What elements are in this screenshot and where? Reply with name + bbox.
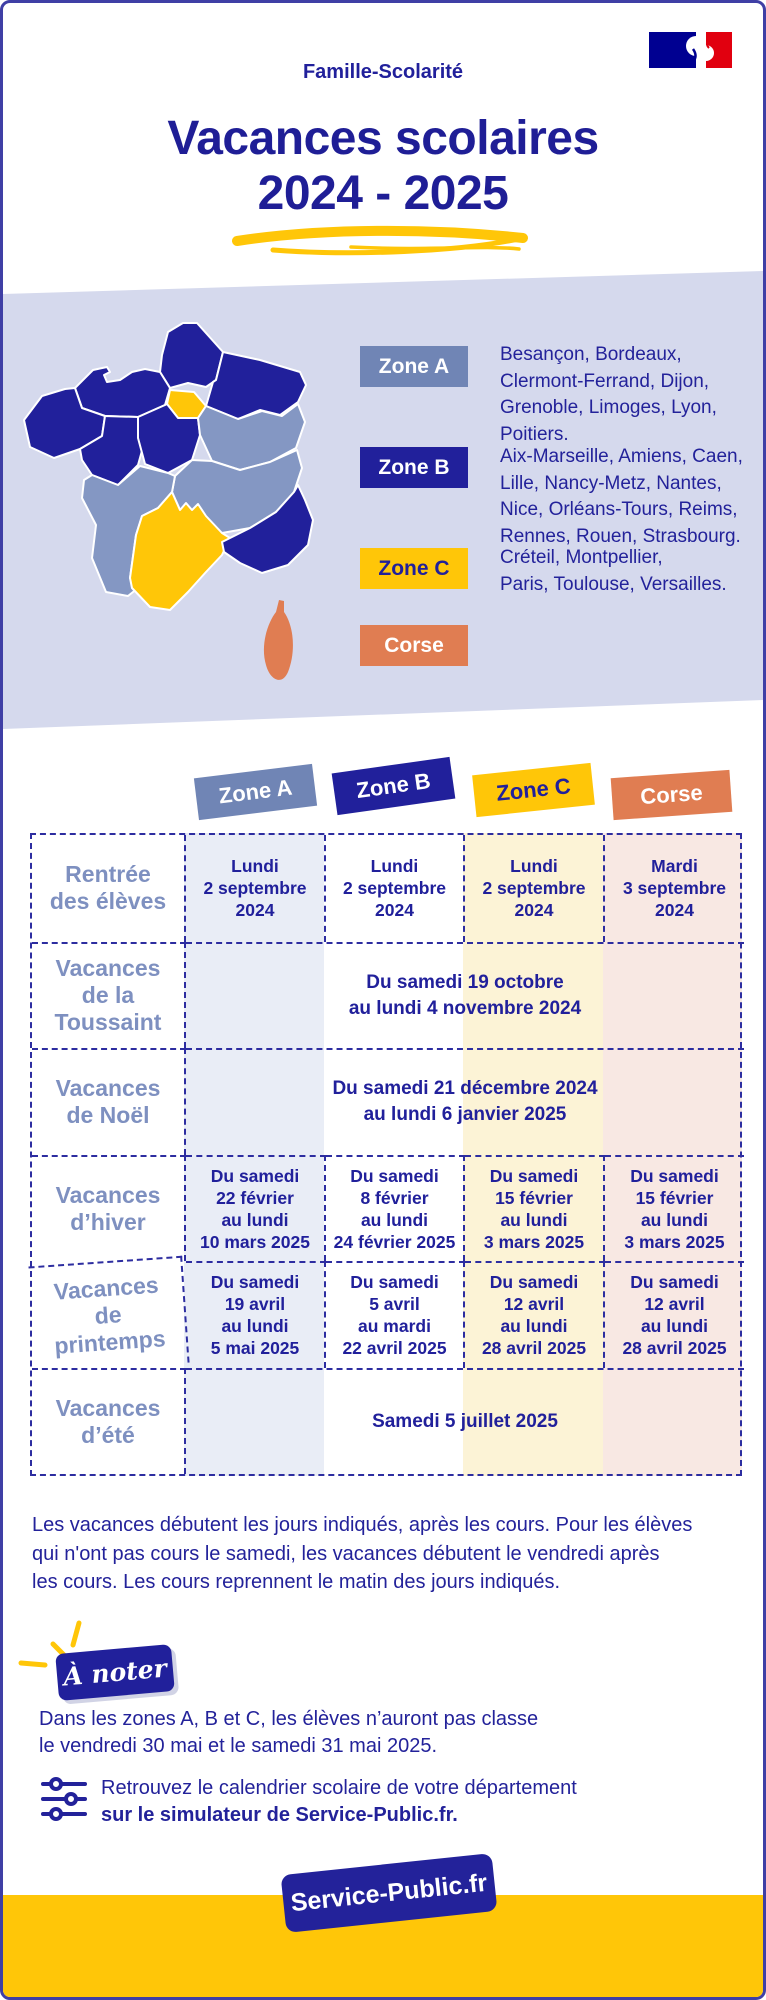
- legend-zone-b-label: Zone B: [378, 456, 450, 479]
- cell-printemps-zone-c: Du samedi 12 avril au lundi 28 avril 202…: [465, 1261, 605, 1368]
- cell-rentree-zone-c: Lundi 2 septembre 2024: [465, 835, 605, 942]
- cell-ete-all-zones: Samedi 5 juillet 2025: [186, 1367, 744, 1475]
- calendar-header-zone-a: Zone A: [193, 763, 318, 821]
- map-region-hauts-de-france: [159, 322, 224, 389]
- calendar-header-corse-label: Corse: [639, 779, 704, 810]
- page-title-line1: Vacances scolaires: [167, 112, 599, 165]
- a-noter-badge: À noter: [55, 1644, 175, 1701]
- calendar-header-zone-b: Zone B: [331, 756, 456, 816]
- brand-title: Famille-Scolarité: [302, 61, 464, 83]
- calendar-header-zone-a-label: Zone A: [217, 774, 294, 809]
- row-label-rentree: Rentrée des élèves: [32, 835, 186, 942]
- cell-rentree-zone-b: Lundi 2 septembre 2024: [326, 835, 465, 942]
- row-label-printemps: Vacances de printemps: [28, 1255, 190, 1373]
- calendar-header-zone-c-label: Zone C: [495, 773, 572, 806]
- row-label-noel: Vacances de Noël: [32, 1048, 186, 1155]
- cell-printemps-zone-a: Du samedi 19 avril au lundi 5 mai 2025: [186, 1261, 326, 1368]
- simulator-link[interactable]: sur le simulateur de Service-Public.fr.: [101, 1804, 458, 1826]
- cell-printemps-zone-b: Du samedi 5 avril au mardi 22 avril 2025: [326, 1261, 465, 1368]
- page-title: Vacances scolaires 2024 - 2025: [3, 111, 763, 221]
- calendar-grid: Rentrée des élèves Lundi 2 septembre 202…: [28, 833, 744, 1476]
- legend-zone-a-cities: Besançon, Bordeaux, Clermont-Ferrand, Di…: [500, 344, 717, 445]
- legend-zone-c-cities: Créteil, Montpellier, Paris, Toulouse, V…: [500, 547, 727, 595]
- cell-printemps-corse: Du samedi 12 avril au lundi 28 avril 202…: [605, 1261, 744, 1368]
- calendar-header-zone-c: Zone C: [472, 762, 595, 818]
- a-noter-label: À noter: [62, 1653, 168, 1692]
- legend-zone-a-label: Zone A: [378, 355, 450, 378]
- map-section: Zone A Besançon, Bordeaux, Clermont-Ferr…: [3, 271, 763, 729]
- cell-hiver-corse: Du samedi 15 février au lundi 3 mars 202…: [605, 1154, 744, 1262]
- no-class-note: Dans les zones A, B et C, les élèves n’a…: [39, 1708, 539, 1757]
- legend-zone-c-label: Zone C: [378, 557, 450, 580]
- simulator-note-line1: Retrouvez le calendrier scolaire de votr…: [101, 1777, 577, 1799]
- simulator-note: Retrouvez le calendrier scolaire de votr…: [41, 1775, 577, 1829]
- legend-zone-b-cities: Aix-Marseille, Amiens, Caen, Lille, Nanc…: [500, 446, 743, 547]
- row-label-ete: Vacances d’été: [32, 1367, 186, 1474]
- page-title-line2: 2024 - 2025: [257, 167, 509, 220]
- legend-corse-label: Corse: [384, 634, 444, 657]
- underline-swoosh-icon: [232, 225, 528, 256]
- cell-hiver-zone-b: Du samedi 8 février au lundi 24 février …: [326, 1154, 465, 1261]
- calendar-header-corse: Corse: [610, 769, 733, 821]
- row-label-toussaint: Vacances de la Toussaint: [32, 941, 186, 1048]
- marianne-flag-icon: [649, 32, 732, 68]
- calendar-header-zone-b-label: Zone B: [354, 767, 433, 804]
- row-label-hiver: Vacances d’hiver: [32, 1154, 186, 1261]
- vacation-rules-note: Les vacances débutent les jours indiqués…: [32, 1514, 693, 1593]
- service-public-label: Service-Public.fr: [289, 1868, 489, 1917]
- legend-zone-b-badge: Zone B: [360, 447, 468, 488]
- cell-toussaint-all-zones: Du samedi 19 octobre au lundi 4 novembre…: [186, 941, 744, 1049]
- cell-rentree-zone-a: Lundi 2 septembre 2024: [186, 835, 326, 942]
- calendar-table: Rentrée des élèves Lundi 2 septembre 202…: [28, 833, 744, 1476]
- cell-hiver-zone-a: Du samedi 22 février au lundi 10 mars 20…: [186, 1154, 326, 1261]
- map-region-occitanie: [129, 491, 231, 611]
- cell-rentree-corse: Mardi 3 septembre 2024: [622, 856, 727, 921]
- legend-corse-badge: Corse: [360, 625, 468, 666]
- cell-hiver-zone-c: Du samedi 15 février au lundi 3 mars 202…: [465, 1154, 605, 1261]
- map-region-corse: [263, 600, 293, 680]
- cell-noel-all-zones: Du samedi 21 décembre 2024 au lundi 6 ja…: [186, 1048, 744, 1155]
- france-zones-map: [23, 322, 314, 680]
- map-region-paca: [221, 484, 314, 574]
- legend-zone-a-badge: Zone A: [360, 346, 468, 387]
- legend-zone-c-badge: Zone C: [360, 548, 468, 589]
- sliders-icon: [41, 1777, 87, 1821]
